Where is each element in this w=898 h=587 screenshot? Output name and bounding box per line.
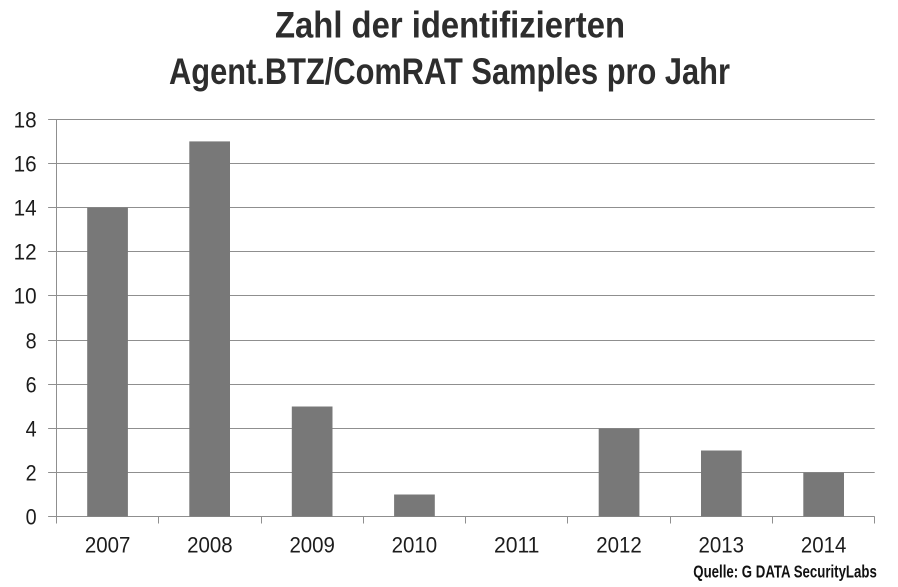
- svg-text:14: 14: [14, 195, 37, 220]
- svg-text:2008: 2008: [187, 533, 233, 558]
- svg-text:16: 16: [14, 151, 37, 176]
- svg-text:2012: 2012: [596, 533, 642, 558]
- svg-text:Quelle: G DATA SecurityLabs: Quelle: G DATA SecurityLabs: [693, 561, 877, 581]
- svg-text:0: 0: [26, 504, 37, 529]
- svg-text:2007: 2007: [85, 533, 131, 558]
- svg-text:6: 6: [26, 372, 37, 397]
- svg-text:Agent.BTZ/ComRAT Samples pro J: Agent.BTZ/ComRAT Samples pro Jahr: [169, 51, 730, 92]
- svg-text:12: 12: [14, 239, 37, 264]
- svg-text:2013: 2013: [699, 533, 745, 558]
- svg-text:18: 18: [14, 107, 37, 132]
- svg-text:2009: 2009: [289, 533, 335, 558]
- svg-text:2011: 2011: [494, 533, 540, 558]
- svg-text:8: 8: [26, 328, 37, 353]
- svg-text:4: 4: [26, 416, 37, 441]
- svg-text:2014: 2014: [801, 533, 847, 558]
- svg-text:10: 10: [14, 283, 37, 308]
- svg-text:Zahl der identifizierten: Zahl der identifizierten: [275, 5, 625, 46]
- svg-text:2010: 2010: [392, 533, 438, 558]
- svg-text:2: 2: [26, 460, 37, 485]
